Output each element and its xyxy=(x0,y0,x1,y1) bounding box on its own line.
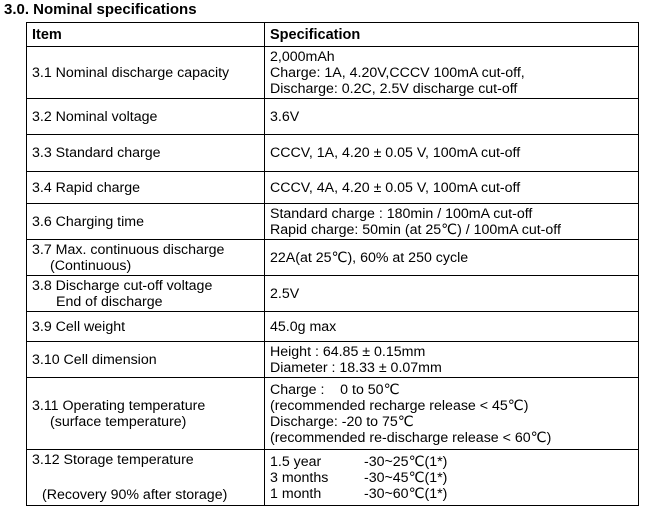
spec-text: Charge: 1A, 4.20V,CCCV 100mA cut-off, xyxy=(270,64,525,81)
table-row: 3.10 Cell dimension Height : 64.85 ± 0.1… xyxy=(26,341,639,378)
spec-cell: 45.0g max xyxy=(264,311,639,342)
spec-text: CCCV, 1A, 4.20 ± 0.05 V, 100mA cut-off xyxy=(270,145,521,161)
item-subtext: (Recovery 90% after storage) xyxy=(42,487,228,503)
spec-text: (recommended recharge release < 45℃) xyxy=(270,397,529,414)
spec-cell: 2,000mAh Charge: 1A, 4.20V,CCCV 100mA cu… xyxy=(264,46,639,99)
item-cell: 3.2 Nominal voltage xyxy=(26,98,265,135)
item-text: 3.11 Operating temperature xyxy=(32,397,206,414)
spec-text: Rapid charge: 50min (at 25℃) / 100mA cut… xyxy=(270,221,561,238)
spec-cell: 2.5V xyxy=(264,275,639,312)
spec-text: Height : 64.85 ± 0.15mm xyxy=(270,343,426,360)
spec-text: Charge : 0 to 50℃ xyxy=(270,381,400,398)
storage-line: 1 month -30~60℃(1*) xyxy=(270,486,638,502)
section-title: 3.0. Nominal specifications xyxy=(4,1,197,18)
spec-cell: 22A(at 25℃), 60% at 250 cycle xyxy=(264,239,639,276)
spec-cell: CCCV, 1A, 4.20 ± 0.05 V, 100mA cut-off xyxy=(264,134,639,172)
storage-duration: 3 months xyxy=(270,469,329,486)
spec-text: CCCV, 4A, 4.20 ± 0.05 V, 100mA cut-off xyxy=(270,179,521,196)
storage-duration: 1 month xyxy=(270,485,322,502)
table-row: 3.11 Operating temperature (surface temp… xyxy=(26,377,639,450)
item-text: 3.7 Max. continuous discharge xyxy=(32,241,225,258)
item-subtext: (Continuous) xyxy=(50,257,132,274)
table-row: 3.4 Rapid charge CCCV, 4A, 4.20 ± 0.05 V… xyxy=(26,171,639,204)
item-cell: 3.7 Max. continuous discharge (Continuou… xyxy=(26,239,265,276)
spec-cell: 1.5 year -30~25℃(1*) 3 months -30~45℃(1*… xyxy=(264,449,639,506)
table-row: 3.2 Nominal voltage 3.6V xyxy=(26,98,639,135)
spec-text: Discharge: 0.2C, 2.5V discharge cut-off xyxy=(270,80,518,97)
item-text: 3.9 Cell weight xyxy=(32,318,126,335)
table-row: 3.8 Discharge cut-off voltage End of dis… xyxy=(26,275,639,312)
header-item: Item xyxy=(26,22,265,47)
storage-duration: 1.5 year xyxy=(270,453,322,470)
storage-range: -30~25℃(1*) xyxy=(364,453,448,470)
spec-text: Discharge: -20 to 75℃ xyxy=(270,413,414,430)
item-text: 3.2 Nominal voltage xyxy=(32,108,158,125)
spec-text: 2,000mAh xyxy=(270,48,335,65)
item-subtext: (surface temperature) xyxy=(50,413,187,430)
item-cell: 3.11 Operating temperature (surface temp… xyxy=(26,377,265,450)
spec-text: Diameter : 18.33 ± 0.07mm xyxy=(270,359,442,376)
item-cell: 3.6 Charging time xyxy=(26,203,265,240)
item-text: 3.4 Rapid charge xyxy=(32,179,141,196)
item-cell: 3.3 Standard charge xyxy=(26,134,265,172)
spec-cell: CCCV, 4A, 4.20 ± 0.05 V, 100mA cut-off xyxy=(264,171,639,204)
spec-text: 2.5V xyxy=(270,285,300,302)
item-cell: 3.8 Discharge cut-off voltage End of dis… xyxy=(26,275,265,312)
item-text: 3.12 Storage temperature xyxy=(32,452,194,468)
storage-range: -30~60℃(1*) xyxy=(364,485,448,502)
item-cell: 3.4 Rapid charge xyxy=(26,171,265,204)
spec-text: (recommended re-discharge release < 60℃) xyxy=(270,429,552,446)
storage-line: 1.5 year -30~25℃(1*) xyxy=(270,454,638,470)
item-cell: 3.9 Cell weight xyxy=(26,311,265,342)
table-row: 3.9 Cell weight 45.0g max xyxy=(26,311,639,342)
item-text: 3.1 Nominal discharge capacity xyxy=(32,64,230,81)
item-subtext: End of discharge xyxy=(56,293,163,310)
item-cell: 3.10 Cell dimension xyxy=(26,341,265,378)
spec-text: Standard charge : 180min / 100mA cut-off xyxy=(270,205,533,222)
item-text: 3.6 Charging time xyxy=(32,213,144,230)
item-cell: 3.12 Storage temperature (Recovery 90% a… xyxy=(26,449,265,506)
spec-text: 3.6V xyxy=(270,108,300,125)
spec-table: Item Specification 3.1 Nominal discharge… xyxy=(26,22,639,506)
spec-cell: 3.6V xyxy=(264,98,639,135)
spec-text: 22A(at 25℃), 60% at 250 cycle xyxy=(270,249,469,266)
spec-cell: Standard charge : 180min / 100mA cut-off… xyxy=(264,203,639,240)
table-row: 3.7 Max. continuous discharge (Continuou… xyxy=(26,239,639,276)
item-text: 3.8 Discharge cut-off voltage xyxy=(32,277,213,294)
spec-cell: Charge : 0 to 50℃ (recommended recharge … xyxy=(264,377,639,450)
storage-line: 3 months -30~45℃(1*) xyxy=(270,470,638,486)
table-row: 3.3 Standard charge CCCV, 1A, 4.20 ± 0.0… xyxy=(26,134,639,172)
table-header-row: Item Specification xyxy=(26,22,639,47)
item-text: 3.10 Cell dimension xyxy=(32,351,157,368)
spec-cell: Height : 64.85 ± 0.15mm Diameter : 18.33… xyxy=(264,341,639,378)
table-row: 3.6 Charging time Standard charge : 180m… xyxy=(26,203,639,240)
table-row: 3.1 Nominal discharge capacity 2,000mAh … xyxy=(26,46,639,99)
storage-range: -30~45℃(1*) xyxy=(364,469,448,486)
header-specification: Specification xyxy=(264,22,639,47)
table-row: 3.12 Storage temperature (Recovery 90% a… xyxy=(26,449,639,506)
spec-text: 45.0g max xyxy=(270,318,337,335)
item-text: 3.3 Standard charge xyxy=(32,145,161,161)
item-cell: 3.1 Nominal discharge capacity xyxy=(26,46,265,99)
